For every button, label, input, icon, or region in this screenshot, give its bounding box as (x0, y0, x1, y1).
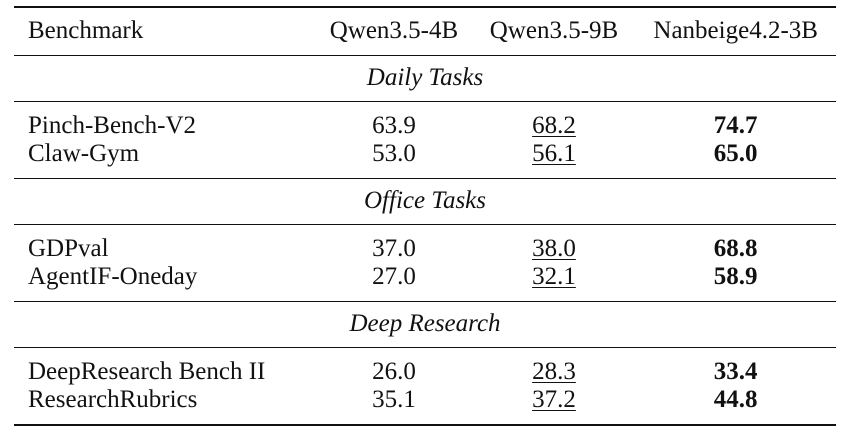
header-nanbeige-3b: Nanbeige4.2-3B (653, 17, 818, 45)
score-qwen-9b: 68.2 (532, 111, 576, 139)
section-row-deep-research: Deep Research (14, 301, 836, 347)
header-qwen-4b: Qwen3.5-4B (329, 17, 459, 45)
benchmark-name: GDPval (28, 234, 109, 262)
score-qwen-4b: 53.0 (372, 139, 416, 167)
score-nanbeige-3b: 65.0 (713, 139, 758, 167)
benchmark-name: Pinch-Bench-V2 (28, 111, 197, 139)
score-qwen-4b: 35.1 (372, 385, 416, 413)
section-title: Deep Research (349, 310, 501, 337)
table-row: GDPval 37.0 38.0 68.8 (14, 224, 836, 263)
score-qwen-9b: 37.2 (532, 385, 576, 413)
benchmark-name: Claw-Gym (28, 139, 140, 167)
table-row: Claw-Gym 53.0 56.1 65.0 (14, 139, 836, 178)
score-qwen-9b: 56.1 (532, 139, 576, 167)
table-row: DeepResearch Bench II 26.0 28.3 33.4 (14, 347, 836, 386)
score-qwen-4b: 27.0 (372, 262, 416, 290)
score-qwen-4b: 63.9 (372, 111, 416, 139)
section-row-office-tasks: Office Tasks (14, 178, 836, 224)
benchmark-name: AgentIF-Oneday (28, 262, 198, 290)
benchmark-name: DeepResearch Bench II (28, 357, 266, 385)
header-benchmark: Benchmark (28, 17, 144, 45)
score-nanbeige-3b: 33.4 (713, 357, 758, 385)
section-row-daily-tasks: Daily Tasks (14, 55, 836, 101)
table-row: Pinch-Bench-V2 63.9 68.2 74.7 (14, 101, 836, 140)
score-nanbeige-3b: 44.8 (713, 385, 758, 413)
table-row: AgentIF-Oneday 27.0 32.1 58.9 (14, 262, 836, 301)
results-table: Benchmark Qwen3.5-4B Qwen3.5-9B Nanbeige… (14, 6, 836, 426)
score-nanbeige-3b: 58.9 (713, 262, 758, 290)
score-nanbeige-3b: 74.7 (713, 111, 758, 139)
section-title: Office Tasks (364, 187, 486, 214)
score-qwen-4b: 37.0 (372, 234, 416, 262)
header-qwen-9b: Qwen3.5-9B (489, 17, 619, 45)
table-header-row: Benchmark Qwen3.5-4B Qwen3.5-9B Nanbeige… (14, 7, 836, 55)
section-title: Daily Tasks (366, 64, 484, 91)
table-row: ResearchRubrics 35.1 37.2 44.8 (14, 386, 836, 425)
score-qwen-9b: 28.3 (532, 357, 576, 385)
score-qwen-9b: 38.0 (532, 234, 576, 262)
score-qwen-4b: 26.0 (372, 357, 416, 385)
score-qwen-9b: 32.1 (532, 262, 576, 290)
score-nanbeige-3b: 68.8 (713, 234, 758, 262)
benchmark-name: ResearchRubrics (28, 385, 198, 413)
